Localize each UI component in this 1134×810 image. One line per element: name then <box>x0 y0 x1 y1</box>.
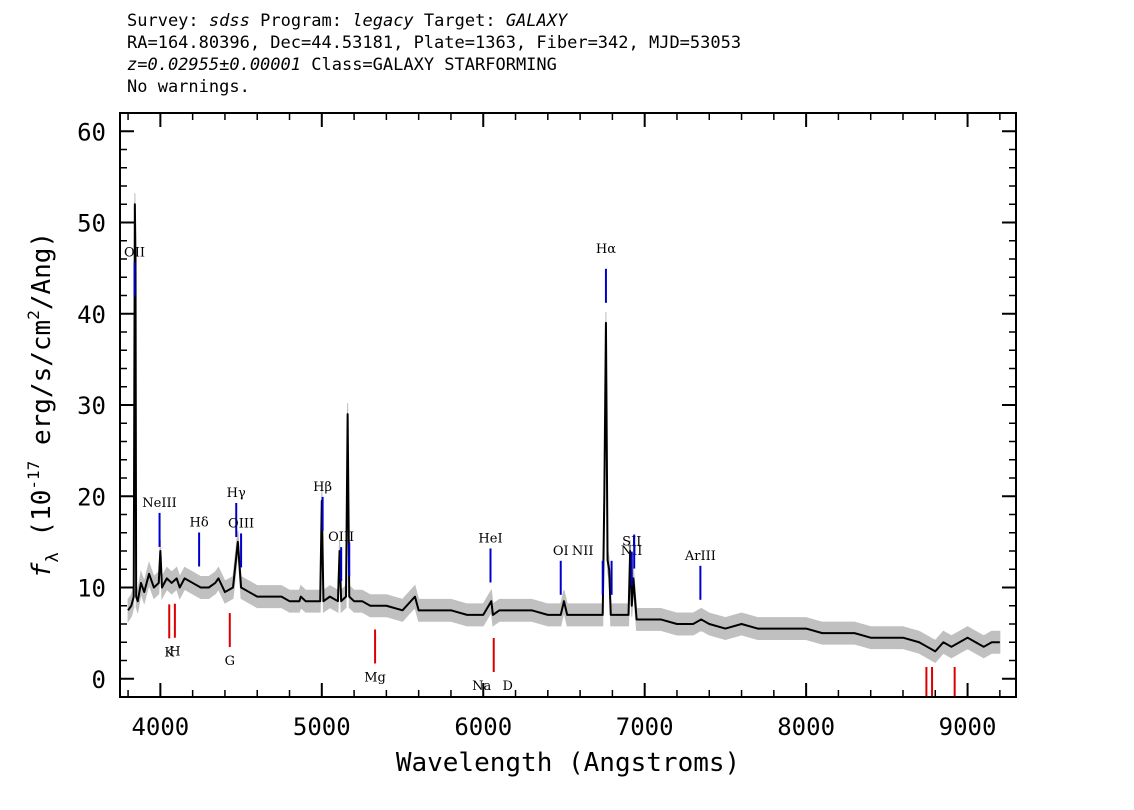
x-tick-label: 4000 <box>131 713 189 741</box>
absorption-label: Na <box>472 679 491 694</box>
emission-label: OIII <box>328 530 354 545</box>
flux-line <box>127 203 1000 653</box>
emission-label: Hβ <box>313 480 332 495</box>
y-tick-label: 50 <box>77 210 106 238</box>
header-line-warnings: No warnings. <box>127 77 250 97</box>
y-tick-label: 0 <box>92 666 106 694</box>
survey-value: sdss <box>208 11 250 31</box>
y-tick-label: 40 <box>77 301 106 329</box>
error-band-area <box>127 193 1001 663</box>
class-value: Class=GALAXY STARFORMING <box>311 55 557 75</box>
absorption-label: Mg <box>364 670 386 685</box>
absorption-label: D <box>503 679 513 694</box>
emission-label: Hα <box>596 242 616 257</box>
x-tick-label: 7000 <box>616 713 674 741</box>
y-axis-label-sup2: 2 <box>24 310 43 320</box>
emission-label: HeI <box>478 531 502 546</box>
absorption-label: K <box>164 645 174 660</box>
survey-label: Survey: <box>127 11 199 31</box>
y-axis-label: fλ (10-17 erg/s/cm2/Ang) <box>24 232 63 578</box>
y-axis-label-f: f <box>27 562 57 578</box>
absorption-label: G <box>225 654 235 669</box>
x-axis-label: Wavelength (Angstroms) <box>396 748 740 778</box>
y-axis-label-sup: -17 <box>24 461 43 490</box>
spectrum-header: Survey: sdss Program: legacy Target: GAL… <box>127 10 741 98</box>
header-line-survey: Survey: sdss Program: legacy Target: GAL… <box>127 10 741 32</box>
header-line-redshift: z=0.02955±0.00001 Class=GALAXY STARFORMI… <box>127 54 741 76</box>
y-axis-label-sub: λ <box>43 552 63 562</box>
emission-label: NII <box>572 544 594 559</box>
x-tick-label: 6000 <box>454 713 512 741</box>
emission-label: OI <box>553 544 569 559</box>
x-tick-label: 5000 <box>293 713 351 741</box>
axis-ticks: 4000 5000 6000 7000 8000 9000 0 10 20 30 40 50 60 <box>77 112 1016 741</box>
flux-series <box>127 203 1000 653</box>
emission-label: ArIII <box>684 549 716 564</box>
y-tick-label: 30 <box>77 392 106 420</box>
emission-label: Hδ <box>190 516 209 531</box>
y-axis-label-mid: (10 <box>27 490 57 553</box>
y-tick-label: 20 <box>77 483 106 511</box>
program-value: legacy <box>352 11 414 31</box>
emission-label: Hγ <box>227 486 246 501</box>
absorption-label: H <box>169 645 180 660</box>
y-tick-label: 60 <box>77 118 106 146</box>
redshift-value: z=0.02955±0.00001 <box>127 55 301 75</box>
emission-label: OII <box>124 245 145 260</box>
header-line-coordinates: RA=164.80396, Dec=44.53181, Plate=1363, … <box>127 33 742 53</box>
emission-label: NII <box>621 544 643 559</box>
x-tick-label: 8000 <box>777 713 835 741</box>
program-label: Program: <box>260 11 342 31</box>
target-label: Target: <box>423 11 496 31</box>
y-axis-label-mid2: erg/s/cm <box>27 320 57 461</box>
y-tick-label: 10 <box>77 575 106 603</box>
y-axis-label-end: /Ang) <box>27 232 57 310</box>
error-band <box>127 193 1001 663</box>
emission-label: SII <box>622 535 641 550</box>
x-tick-label: 9000 <box>939 713 997 741</box>
emission-label: OIII <box>228 516 254 531</box>
emission-label: NeIII <box>142 496 176 511</box>
target-value: GALAXY <box>505 11 568 31</box>
